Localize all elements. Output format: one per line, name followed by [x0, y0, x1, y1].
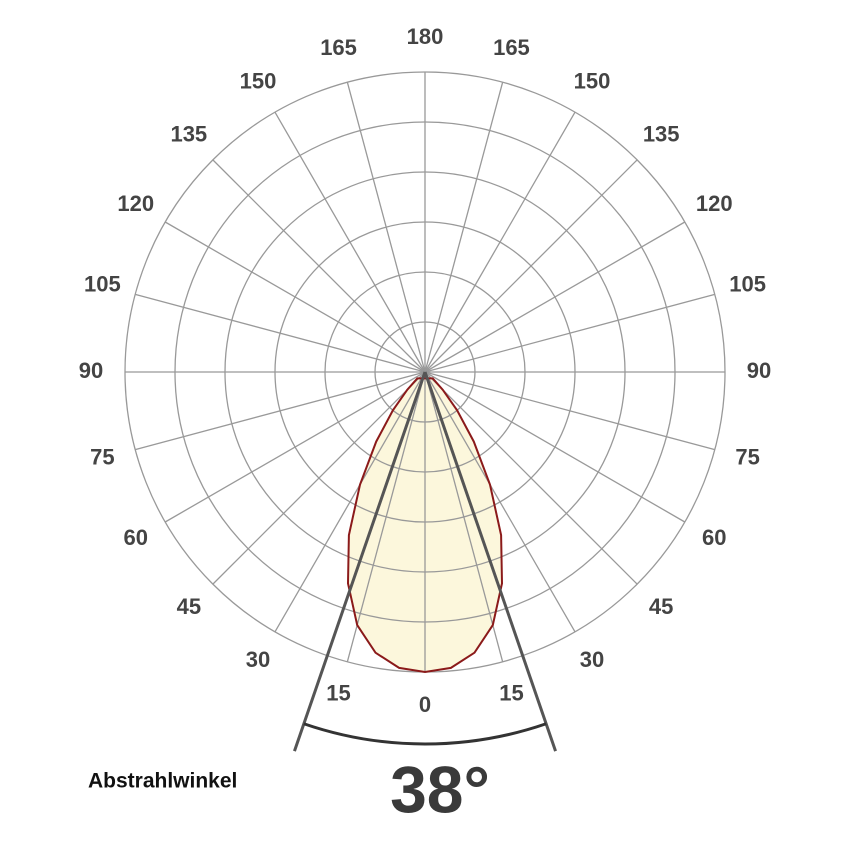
spoke: [424, 159, 638, 373]
angle-label: 105: [729, 271, 766, 296]
spoke: [346, 371, 426, 662]
spoke: [274, 111, 426, 373]
angle-label: 90: [747, 358, 771, 383]
angle-label: 150: [574, 69, 611, 94]
angle-label: 30: [246, 647, 270, 672]
angle-label: 15: [326, 680, 350, 705]
angle-label: 75: [90, 444, 114, 469]
light-curve-outline: [346, 377, 504, 674]
spoke: [424, 111, 576, 373]
angle-label: 45: [649, 594, 673, 619]
spoke: [424, 82, 504, 373]
spoke: [424, 371, 715, 451]
spoke: [135, 293, 426, 373]
beam-arc: [303, 722, 547, 746]
beam-angle: 38°: [390, 752, 490, 826]
spoke: [212, 371, 426, 585]
angle-label: 0: [419, 692, 431, 717]
spoke: [424, 221, 686, 373]
beam-line: [423, 371, 557, 752]
spoke: [274, 371, 426, 633]
spoke: [424, 371, 638, 585]
angle-label: 135: [170, 122, 207, 147]
angle-label: 75: [735, 444, 759, 469]
beam-label: Abstrahlwinkel: [88, 770, 237, 793]
spoke: [424, 371, 686, 523]
angle-label: 15: [499, 680, 523, 705]
angle-label: 120: [696, 191, 733, 216]
angle-label: 60: [124, 525, 148, 550]
angle-label: 180: [407, 24, 444, 49]
spoke: [424, 371, 504, 662]
angle-label: 135: [643, 122, 680, 147]
angle-label: 30: [580, 647, 604, 672]
spoke: [424, 371, 576, 633]
angle-label: 165: [493, 35, 530, 60]
angle-label: 90: [79, 358, 103, 383]
angle-label: 60: [702, 525, 726, 550]
spoke: [135, 371, 426, 451]
angle-label: 45: [177, 594, 201, 619]
spoke: [164, 371, 426, 523]
angle-label: 105: [84, 271, 121, 296]
angle-label: 150: [240, 69, 277, 94]
angle-label: 165: [320, 35, 357, 60]
spoke: [424, 293, 715, 373]
beam-line: [293, 371, 427, 752]
angle-label: 120: [117, 191, 154, 216]
spoke: [212, 159, 426, 373]
spoke: [346, 82, 426, 373]
spoke: [164, 221, 426, 373]
